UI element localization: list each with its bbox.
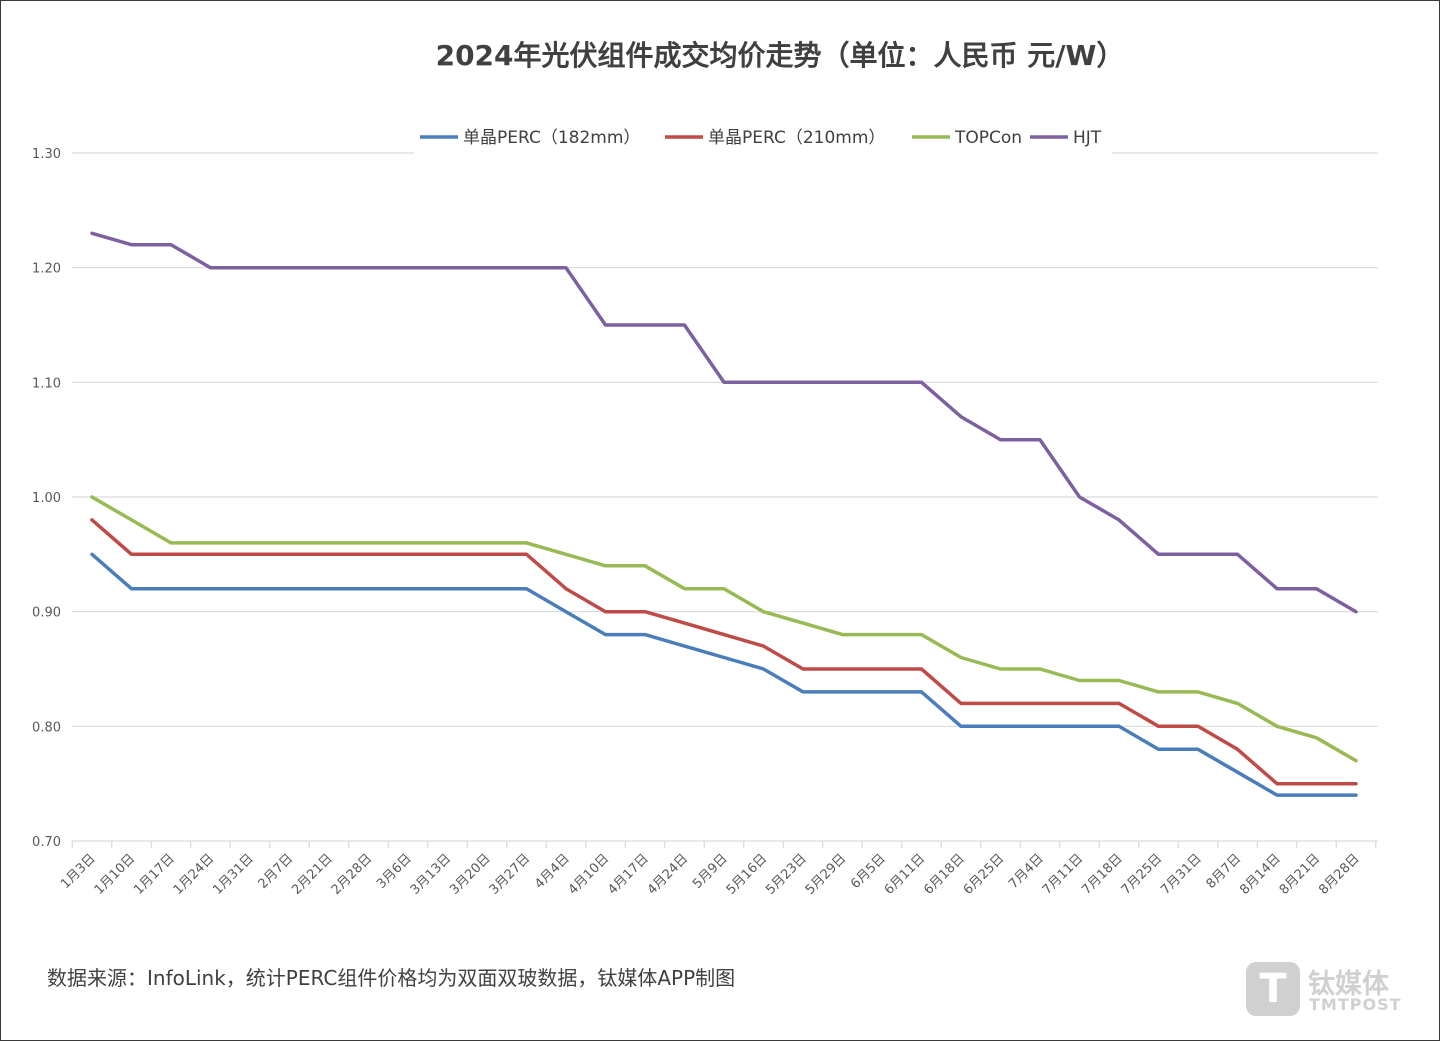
y-tick-label: 1.00 — [32, 491, 61, 506]
y-tick-label: 1.30 — [32, 147, 61, 162]
x-tick-label: 7月31日 — [1158, 851, 1205, 898]
grid-lines — [72, 152, 1378, 842]
x-tick-label: 7月18日 — [1079, 851, 1126, 898]
series-line — [90, 231, 1358, 614]
y-tick-label: 0.70 — [32, 835, 61, 850]
x-tick-label: 8月21日 — [1277, 851, 1324, 898]
x-tick-label: 7月11日 — [1040, 851, 1087, 898]
x-tick-label: 5月16日 — [724, 851, 771, 898]
axes: 0.700.800.901.001.101.201.301月3日1月10日1月1… — [32, 147, 1377, 898]
legend-backdrop — [414, 126, 1112, 156]
x-tick-label: 1月17日 — [131, 851, 178, 898]
x-tick-label: 8月14日 — [1237, 851, 1284, 898]
y-tick-label: 0.90 — [32, 606, 61, 621]
x-tick-label: 6月25日 — [961, 851, 1008, 898]
x-tick-label: 3月27日 — [487, 851, 534, 898]
series-line — [90, 495, 1358, 763]
legend[interactable]: 单晶PERC（182mm） 单晶PERC（210mm） TOPCon HJT — [414, 126, 1112, 156]
watermark: T 钛媒体 TMTPOST — [1246, 962, 1401, 1016]
x-tick-label: 8月28日 — [1316, 851, 1363, 898]
x-tick-label: 6月11日 — [882, 851, 929, 898]
x-tick-label: 6月18日 — [921, 851, 968, 898]
x-tick-label: 1月10日 — [92, 851, 139, 898]
legend-label: 单晶PERC（210mm） — [708, 128, 885, 148]
x-tick-label: 4月24日 — [645, 851, 692, 898]
x-tick-label: 3月13日 — [408, 851, 455, 898]
legend-label: HJT — [1073, 128, 1102, 148]
x-tick-label: 5月23日 — [763, 851, 810, 898]
x-tick-label: 5月29日 — [803, 851, 850, 898]
y-tick-label: 1.10 — [32, 376, 61, 391]
legend-label: 单晶PERC（182mm） — [463, 128, 640, 148]
x-tick-label: 4月10日 — [566, 851, 613, 898]
y-tick-label: 1.20 — [32, 262, 61, 277]
x-tick-label: 1月24日 — [171, 851, 218, 898]
chart-title: 2024年光伏组件成交均价走势（单位：人民币 元/W） — [435, 39, 1125, 72]
series-line — [90, 552, 1358, 797]
source-note: 数据来源：InfoLink，统计PERC组件价格均为双面双玻数据，钛媒体APP制… — [47, 966, 736, 990]
series-lines — [90, 231, 1358, 797]
x-tick-label: 2月28日 — [329, 851, 376, 898]
watermark-name-en: TMTPOST — [1309, 995, 1402, 1014]
x-tick-label: 3月20日 — [447, 851, 494, 898]
series-line — [90, 518, 1358, 786]
legend-label: TOPCon — [954, 128, 1022, 148]
y-tick-label: 0.80 — [32, 720, 61, 735]
watermark-name-cn: 钛媒体 — [1308, 969, 1389, 1000]
x-tick-label: 4月17日 — [605, 851, 652, 898]
x-tick-label: 2月21日 — [289, 851, 336, 898]
x-tick-label: 1月31日 — [210, 851, 257, 898]
watermark-logo-icon: T — [1246, 962, 1300, 1016]
x-tick-label: 7月25日 — [1119, 851, 1166, 898]
